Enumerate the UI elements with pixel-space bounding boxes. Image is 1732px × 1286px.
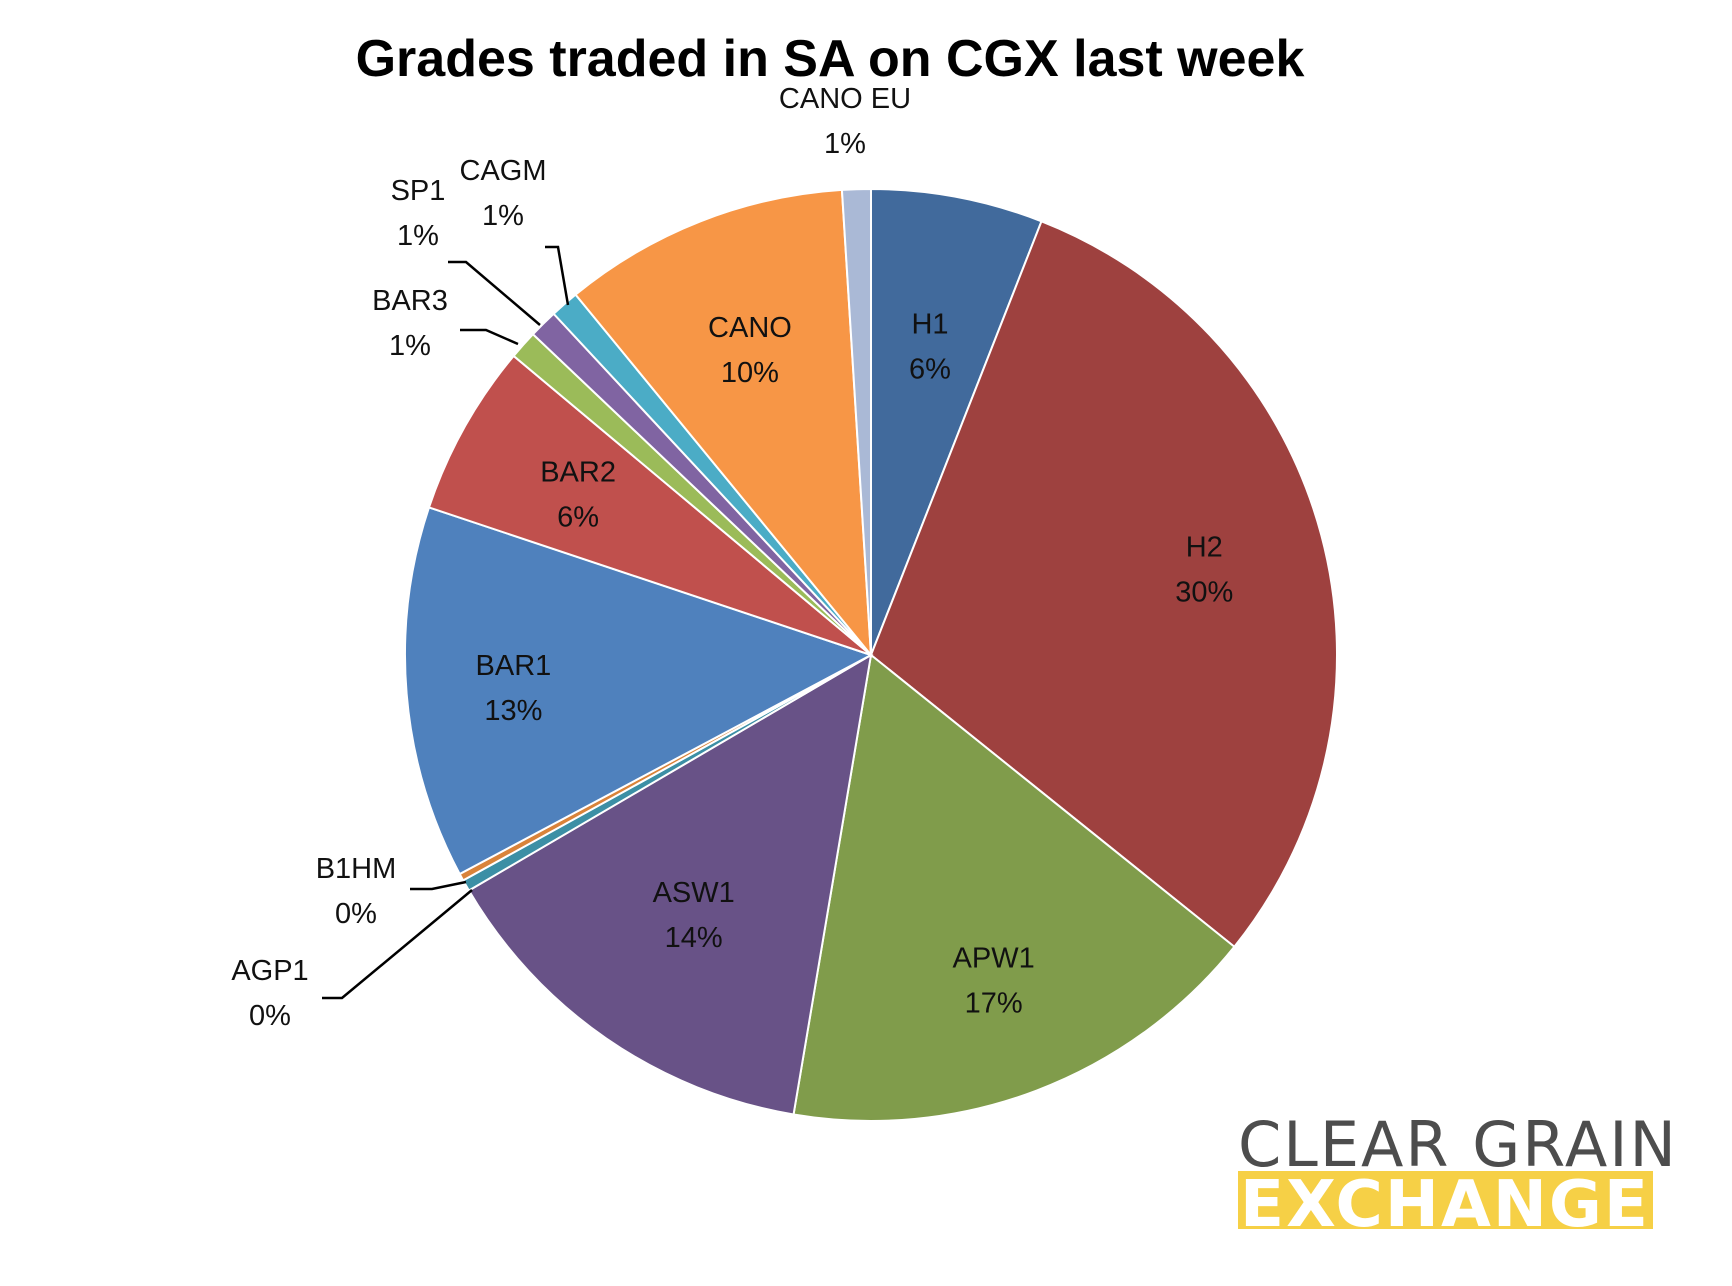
label-bar1-percent: 13%: [484, 695, 542, 727]
label-cano-percent: 10%: [721, 357, 779, 389]
slice-cano: [574, 188, 873, 659]
slice-bar2: [427, 354, 872, 656]
label-h1-percent: 6%: [909, 354, 951, 386]
pie-slices: [404, 187, 1338, 1122]
label-bar2-percent: 6%: [557, 501, 599, 533]
slice-h2: [869, 220, 1338, 949]
label-cano-eu-name: CANO EU: [779, 83, 911, 115]
label-bar2-name: BAR2: [540, 456, 616, 488]
slice-apw1: [792, 653, 1236, 1122]
leader-bar3: [460, 328, 519, 346]
label-agp1-percent: 0%: [249, 1000, 291, 1032]
logo-line2: EXCHANGE: [1240, 1168, 1650, 1242]
label-h2-name: H2: [1186, 531, 1223, 563]
label-apw1-name: APW1: [953, 942, 1035, 974]
logo-band: [1238, 1171, 1653, 1229]
leader-cagm: [545, 245, 570, 306]
leader-sp1: [448, 260, 541, 326]
label-b1hm-name: B1HM: [316, 853, 397, 885]
leader-agp1: [322, 889, 473, 1000]
leader-lines: [322, 245, 570, 1000]
label-h1-name: H1: [911, 309, 948, 341]
slice-h1: [870, 187, 1043, 656]
label-agp1-name: AGP1: [231, 955, 308, 987]
label-h2-percent: 30%: [1175, 576, 1233, 608]
label-asw1-name: ASW1: [653, 877, 735, 909]
label-bar3-name: BAR3: [372, 285, 448, 317]
slice-labels: H1 6% H2 30% APW1 17% ASW1 14% AGP1 0% B1HM 0% BAR1 1…: [231, 83, 1233, 1032]
label-asw1-percent: 14%: [665, 922, 723, 954]
clear-grain-exchange-logo: CLEAR GRAIN EXCHANGE: [1238, 1108, 1678, 1242]
label-cagm-name: CAGM: [460, 155, 547, 187]
label-cano-eu-percent: 1%: [824, 128, 866, 160]
slice-asw1: [467, 653, 873, 1116]
slice-bar1: [404, 506, 874, 876]
label-bar1-name: BAR1: [476, 650, 552, 682]
chart-title: Grades traded in SA on CGX last week: [356, 30, 1305, 88]
label-cagm-percent: 1%: [482, 200, 524, 232]
slice-cano-eu: [840, 187, 872, 656]
label-sp1-percent: 1%: [397, 220, 439, 252]
label-cano-name: CANO: [708, 312, 792, 344]
label-bar3-percent: 1%: [389, 330, 431, 362]
label-b1hm-percent: 0%: [335, 898, 377, 930]
logo-line1: CLEAR GRAIN: [1238, 1108, 1678, 1181]
label-sp1-name: SP1: [391, 175, 446, 207]
label-apw1-percent: 17%: [965, 987, 1023, 1019]
leader-b1hm: [410, 880, 467, 891]
